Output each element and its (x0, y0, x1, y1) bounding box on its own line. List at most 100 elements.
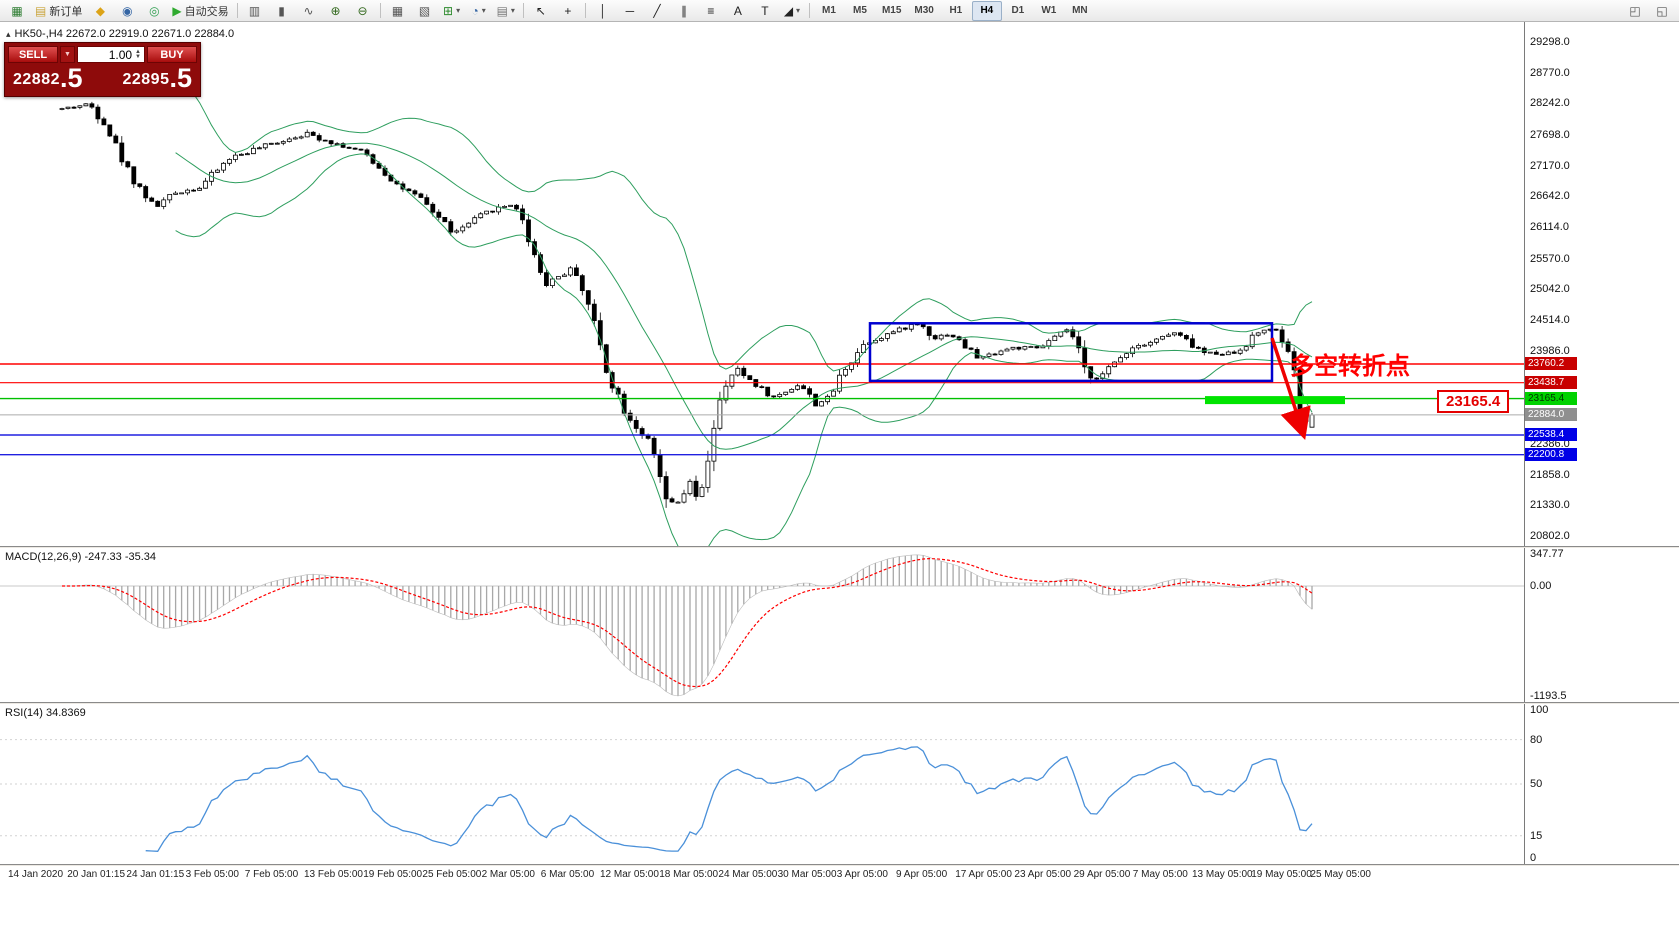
macd-canvas (0, 554, 1524, 697)
volume-value: 1.00 (108, 47, 133, 62)
line-mode-icon: ∿ (303, 3, 314, 18)
rsi-axis-label: 15 (1530, 829, 1543, 842)
macd-panel[interactable]: MACD(12,26,9) -247.33 -35.34 347.77 0.00 -… (0, 548, 1679, 702)
profiles-icon[interactable]: ◔ ▾ (466, 1, 492, 21)
timeframe-w1[interactable]: W1 (1041, 5, 1057, 16)
price-tick: 23986.0 (1530, 344, 1570, 357)
channel-icon: ∥ (680, 3, 687, 18)
panel-separator[interactable] (0, 546, 1679, 548)
navigator-icon[interactable]: ◉ (114, 1, 140, 21)
new-order-button[interactable]: ▤ 新订单 (31, 1, 86, 21)
timeframe-m15[interactable]: M15 (881, 5, 902, 16)
rsi-axis-divider (1524, 704, 1525, 864)
rsi-axis-label: 80 (1530, 733, 1543, 746)
zoom-out-icon[interactable]: ⊖ (350, 1, 376, 21)
tile-windows-icon[interactable]: ▦ (385, 1, 411, 21)
timeframe-h1[interactable]: H1 (949, 5, 963, 16)
label-icon[interactable]: T (752, 1, 778, 21)
rsi-panel[interactable]: RSI(14) 34.8369 100 80 50 15 0 (0, 704, 1679, 864)
time-label: 12 Mar 05:00 (600, 869, 659, 880)
time-label: 19 Feb 05:00 (363, 869, 423, 880)
price-tick: 21330.0 (1530, 499, 1570, 512)
hline-icon[interactable]: ─ (617, 1, 643, 21)
price-tick: 27698.0 (1530, 129, 1570, 142)
autotrade-button[interactable]: ▶ 自动交易 (168, 1, 232, 21)
timeframe-m30[interactable]: M30 (914, 5, 934, 16)
time-label: 17 Apr 05:00 (955, 869, 1012, 880)
chart-title-text: HK50-,H4 22672.0 22919.0 22671.0 22884.0 (14, 28, 235, 40)
volume-spinner[interactable]: ▲ ▼ (135, 48, 141, 60)
terminal-icon[interactable]: ◎ (141, 1, 167, 21)
timeframe-m5[interactable]: M5 (852, 5, 867, 16)
macd-histogram (67, 554, 1313, 696)
hline-icon: ─ (625, 3, 635, 18)
bull-candles (59, 103, 1315, 504)
time-label: 30 Mar 05:00 (777, 869, 837, 880)
timeframe-mn[interactable]: MN (1072, 5, 1088, 16)
toolbar-separator (379, 3, 381, 18)
cursor-icon: ↖ (535, 3, 546, 18)
macd-axis-label: 347.77 (1530, 548, 1564, 560)
new-chart-icon[interactable]: ⊞ ▾ (439, 1, 465, 21)
time-label: 24 Jan 01:15 (126, 869, 185, 880)
toolbar-separator (236, 3, 238, 18)
time-label: 25 May 05:00 (1310, 869, 1371, 880)
bars-mode-icon: ▥ (248, 3, 261, 18)
price-tick: 26642.0 (1530, 190, 1570, 203)
price-axis-divider (1524, 22, 1525, 546)
cascade-windows-icon[interactable]: ▧ (412, 1, 438, 21)
dock-up-icon[interactable]: ◰ (1622, 1, 1648, 21)
price-badge-23165.4: 23165.4 (1525, 391, 1577, 405)
trade-options-dropdown[interactable]: ▼ (60, 46, 75, 63)
sell-button[interactable]: SELL (8, 46, 58, 63)
fibo-icon[interactable]: ≡ (698, 1, 724, 21)
panel-separator[interactable] (0, 702, 1679, 704)
crosshair-icon[interactable]: + (555, 1, 581, 21)
dock-down-icon: ◱ (1656, 3, 1668, 18)
crosshair-icon: + (564, 3, 572, 18)
rsi-label: RSI(14) 34.8369 (5, 707, 86, 719)
vline-icon[interactable]: │ (590, 1, 616, 21)
vline-icon: │ (599, 3, 607, 18)
main-chart-panel[interactable]: ▴ HK50-,H4 22672.0 22919.0 22671.0 22884… (0, 22, 1679, 546)
text-icon[interactable]: A (725, 1, 751, 21)
new-order-icon: ▤ (35, 3, 47, 18)
time-label: 18 Mar 05:00 (659, 869, 719, 880)
price-tick: 21858.0 (1530, 468, 1570, 481)
time-label: 6 Mar 05:00 (540, 869, 595, 880)
line-mode-icon[interactable]: ∿ (296, 1, 322, 21)
consolidation-box (868, 322, 1274, 383)
price-tick: 20802.0 (1530, 530, 1570, 542)
dock-down-icon[interactable]: ◱ (1649, 1, 1675, 21)
charts-window-icon: ▦ (11, 3, 23, 18)
cursor-icon[interactable]: ↖ (528, 1, 554, 21)
macd-label: MACD(12,26,9) -247.33 -35.34 (5, 551, 157, 563)
timeframe-d1[interactable]: D1 (1011, 5, 1025, 16)
volume-input[interactable]: 1.00 ▲ ▼ (77, 46, 145, 63)
price-callout: 23165.4 (1437, 390, 1510, 413)
marketwatch-icon[interactable]: ◆ (87, 1, 113, 21)
templates-icon[interactable]: ▤ ▾ (493, 1, 519, 21)
autotrade-button-label: 自动交易 (184, 5, 229, 18)
toolbar-separator (584, 3, 586, 18)
charts-window-icon[interactable]: ▦ (4, 1, 30, 21)
zoom-in-icon[interactable]: ⊕ (323, 1, 349, 21)
timeframe-h4[interactable]: H4 (971, 0, 1002, 21)
sell-price: 22882 .5 (13, 63, 83, 93)
trendline-icon[interactable]: ╱ (644, 1, 670, 21)
buy-button[interactable]: BUY (147, 46, 197, 63)
text-icon: A (733, 3, 742, 18)
time-label: 7 Feb 05:00 (244, 869, 299, 880)
shapes-icon: ◢ (783, 3, 794, 18)
shapes-icon[interactable]: ◢ ▾ (779, 1, 805, 21)
price-chart-canvas[interactable] (0, 22, 1524, 546)
new-order-button-label: 新订单 (49, 5, 83, 18)
time-label: 2 Mar 05:00 (481, 869, 535, 880)
templates-icon-caret: ▾ (510, 6, 515, 15)
timeframe-m1[interactable]: M1 (821, 5, 836, 16)
toolbar-separator (808, 3, 810, 18)
bars-mode-icon[interactable]: ▥ (242, 1, 268, 21)
dock-up-icon: ◰ (1629, 3, 1641, 18)
channel-icon[interactable]: ∥ (671, 1, 697, 21)
candles-mode-icon[interactable]: ▮ (269, 1, 295, 21)
